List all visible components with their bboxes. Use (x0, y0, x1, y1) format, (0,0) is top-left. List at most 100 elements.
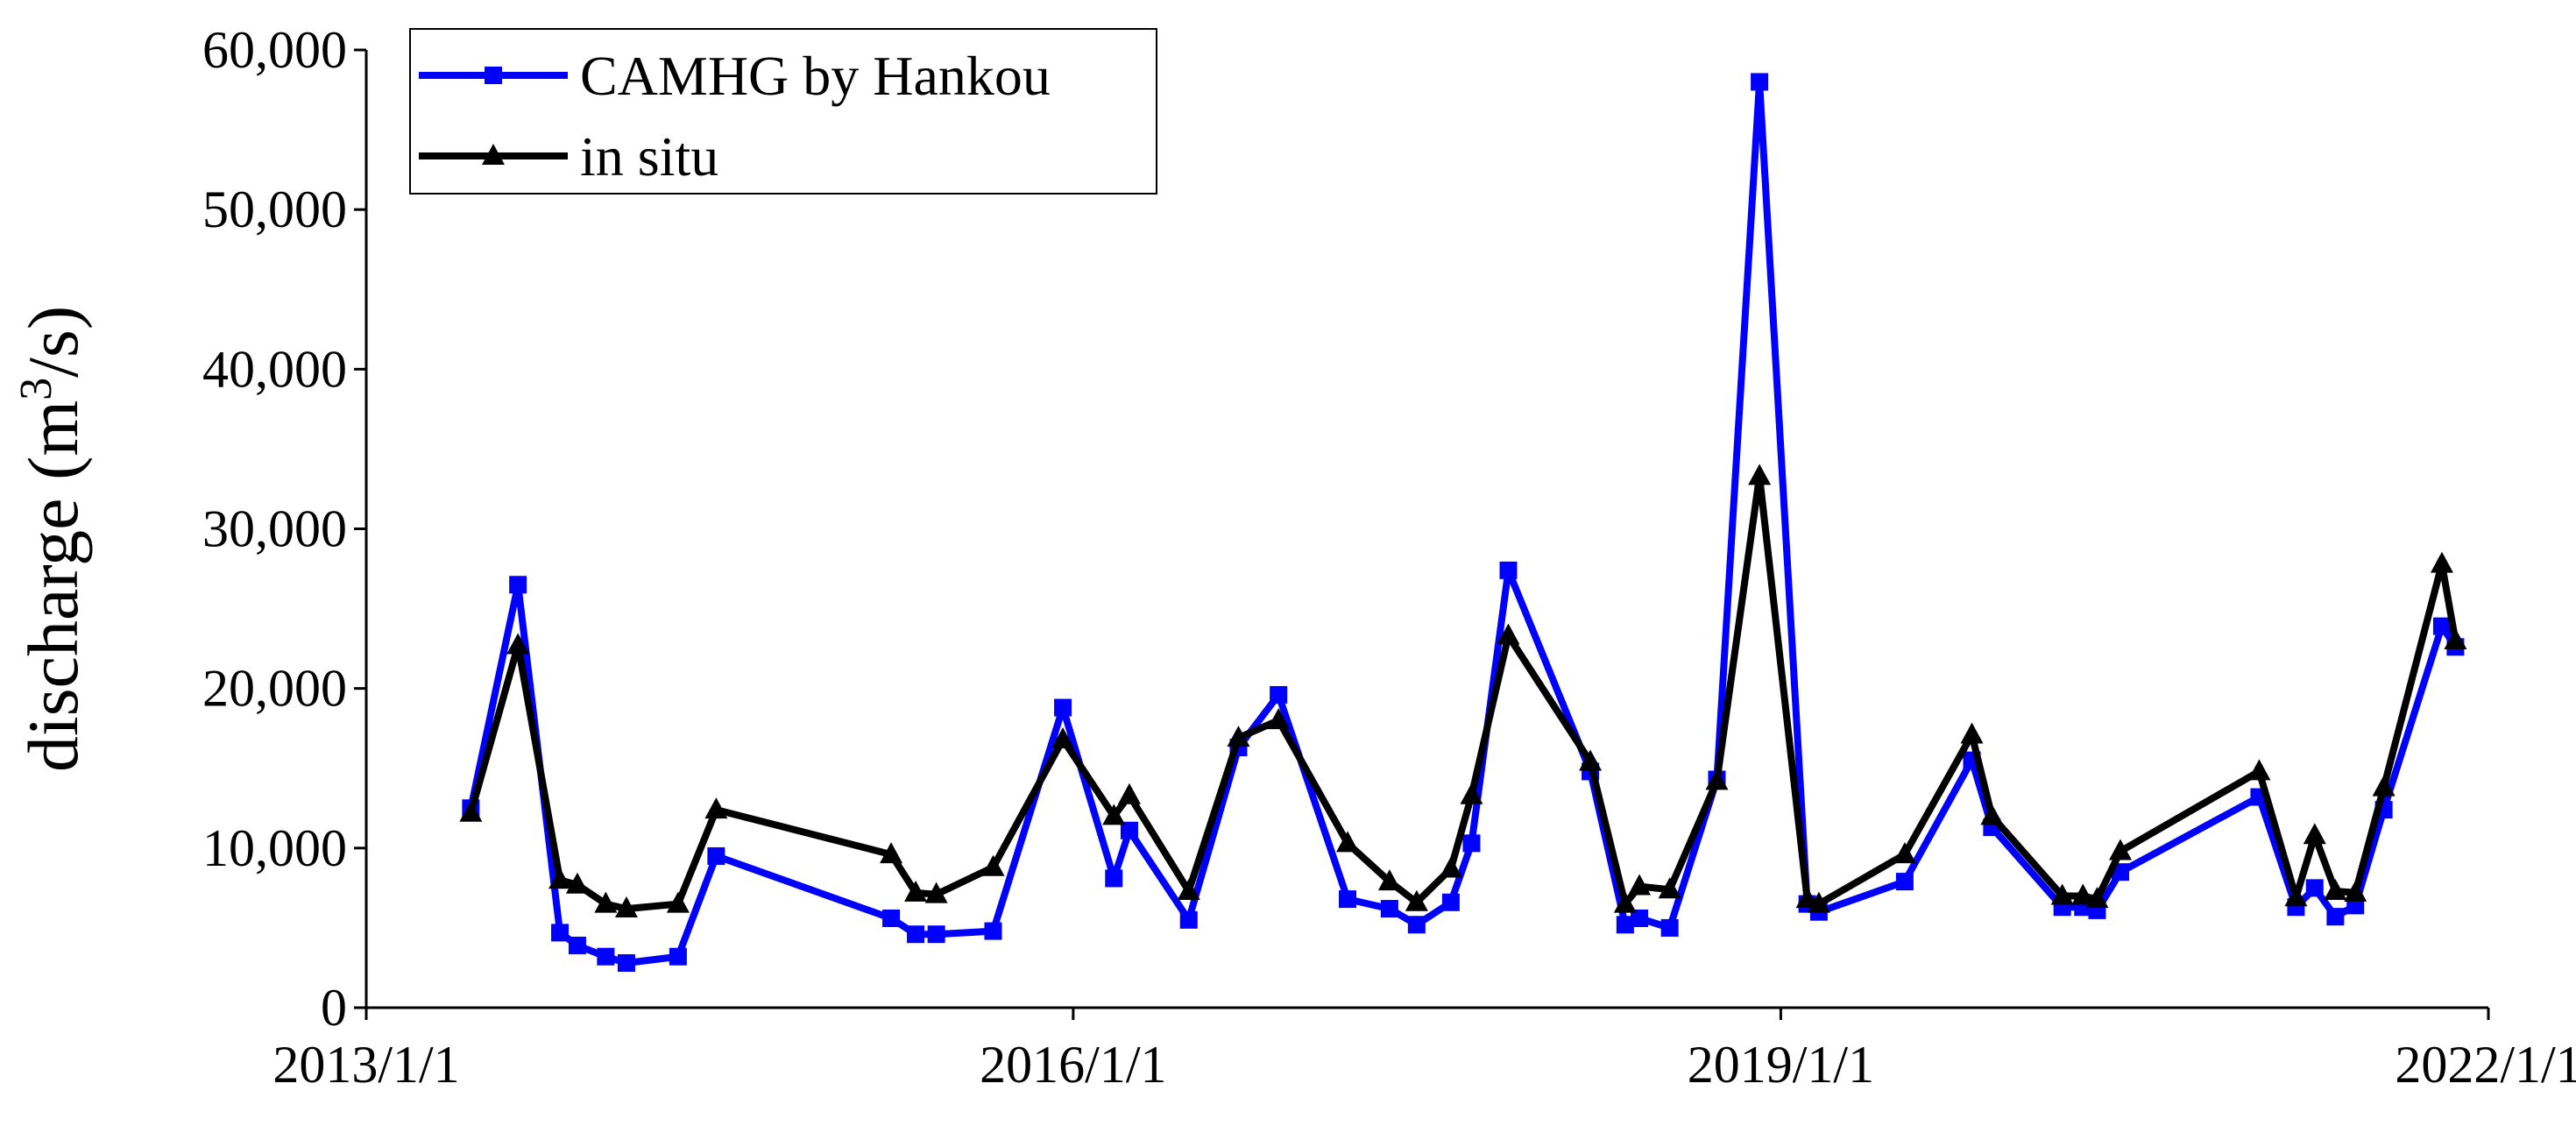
x-ticks: 2013/1/1 2016/1/1 2019/1/1 2022/1/1 (272, 1008, 2576, 1094)
data-point (1407, 916, 1426, 934)
y-tick-label: 0 (321, 979, 347, 1037)
x-tick-label: 2016/1/1 (980, 1036, 1166, 1094)
data-point (1439, 856, 1462, 878)
data-point (1462, 834, 1481, 853)
y-tick-label: 10,000 (202, 819, 347, 877)
data-point (1460, 782, 1483, 804)
data-point (1497, 623, 1520, 645)
data-point (1807, 891, 1830, 913)
legend-swatch-marker (485, 67, 502, 84)
y-axis-title-superscript: 3 (11, 378, 61, 400)
data-point (1616, 916, 1634, 934)
data-point (2305, 879, 2324, 897)
y-axis-title-main: discharge (m (13, 400, 93, 772)
data-point (1499, 561, 1518, 579)
x-tick-label: 2019/1/1 (1688, 1036, 1874, 1094)
data-point (551, 924, 570, 942)
data-point (459, 800, 483, 822)
data-point (2444, 628, 2467, 650)
data-point (1117, 782, 1141, 804)
data-point (1177, 879, 1200, 901)
data-point (882, 909, 901, 927)
data-point (1051, 726, 1075, 748)
series-layer (459, 73, 2467, 972)
data-point (2050, 883, 2074, 905)
data-point (1631, 909, 1649, 927)
data-point (1628, 874, 1652, 896)
x-tick-label: 2022/1/1 (2395, 1036, 2576, 1094)
data-point (1441, 893, 1460, 911)
data-point (506, 633, 530, 655)
data-point (509, 576, 527, 594)
data-point (1895, 873, 1914, 891)
data-point (1658, 877, 1681, 899)
data-point (1267, 708, 1291, 730)
data-point (1613, 891, 1637, 913)
data-point (1054, 698, 1072, 717)
data-point (2432, 617, 2451, 635)
data-point (2247, 759, 2271, 781)
data-point (981, 854, 1005, 876)
data-point (1105, 869, 1123, 888)
data-point (2284, 885, 2308, 907)
data-point (594, 891, 618, 913)
y-axis-title: discharge (m3/s) (11, 306, 93, 772)
legend: CAMHG by Hankou in situ (409, 28, 1157, 195)
data-point (1405, 889, 1428, 911)
data-point (907, 925, 925, 944)
data-point (669, 947, 687, 966)
y-axis-title-unit: /s) (13, 306, 93, 378)
data-point (2303, 823, 2326, 845)
data-point (704, 797, 728, 819)
data-point (1227, 726, 1250, 747)
data-point (617, 953, 635, 972)
data-point (2430, 551, 2453, 573)
data-point (927, 925, 945, 944)
legend-items: CAMHG by Hankou in situ (419, 45, 1051, 188)
y-tick-label: 30,000 (202, 500, 347, 558)
series-in-situ (459, 464, 2467, 918)
data-point (1660, 918, 1679, 937)
legend-swatch-marker (482, 144, 505, 165)
data-point (2372, 775, 2396, 797)
data-point (1120, 821, 1138, 839)
data-point (1751, 73, 1769, 91)
data-point (565, 872, 589, 894)
data-point (1102, 804, 1126, 825)
data-point (666, 891, 690, 913)
legend-box (409, 28, 1157, 195)
data-point (707, 846, 725, 865)
data-point (880, 842, 903, 864)
data-point (2085, 887, 2109, 909)
data-point (1893, 842, 1916, 864)
y-tick-label: 40,000 (202, 340, 347, 398)
data-point (1179, 910, 1198, 929)
y-tick-label: 20,000 (202, 660, 347, 718)
data-point (1705, 768, 1729, 790)
legend-label: CAMHG by Hankou (580, 45, 1051, 107)
data-point (2071, 883, 2095, 905)
data-point (1748, 464, 1772, 485)
data-point (568, 936, 586, 954)
data-point (1377, 869, 1401, 891)
data-point (924, 882, 948, 903)
data-point (2326, 908, 2345, 926)
x-tick-label: 2013/1/1 (272, 1036, 459, 1094)
data-point (597, 947, 615, 966)
legend-label: in situ (580, 125, 718, 188)
data-point (1339, 890, 1356, 909)
data-point (1380, 900, 1398, 918)
data-point (2109, 839, 2132, 860)
y-tick-label: 60,000 (202, 21, 347, 79)
data-point (904, 880, 928, 902)
data-point (614, 896, 638, 918)
data-point (984, 922, 1002, 940)
data-point (1579, 749, 1603, 771)
data-point (1336, 831, 1359, 853)
data-point (2344, 880, 2367, 902)
data-point (548, 867, 572, 889)
y-tick-label: 50,000 (202, 181, 347, 238)
data-point (1270, 685, 1288, 704)
y-ticks: 0 10,000 20,000 30,000 40,000 50,000 60,000 (202, 21, 366, 1037)
